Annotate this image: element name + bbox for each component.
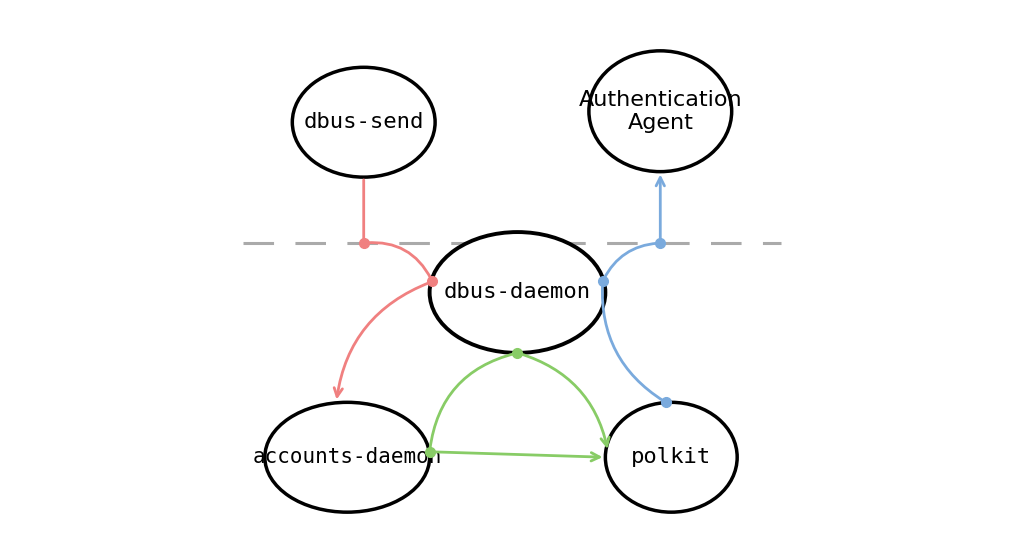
- FancyArrowPatch shape: [432, 452, 599, 461]
- FancyArrowPatch shape: [656, 178, 665, 240]
- Ellipse shape: [292, 67, 435, 177]
- FancyArrowPatch shape: [367, 242, 431, 279]
- Ellipse shape: [430, 232, 605, 353]
- FancyArrowPatch shape: [430, 353, 515, 449]
- FancyArrowPatch shape: [604, 243, 657, 279]
- Ellipse shape: [605, 402, 737, 512]
- Ellipse shape: [589, 51, 732, 172]
- Text: Authentication
Agent: Authentication Agent: [579, 89, 742, 133]
- Text: accounts-daemon: accounts-daemon: [253, 447, 442, 467]
- FancyArrowPatch shape: [602, 284, 664, 401]
- FancyArrowPatch shape: [520, 354, 609, 446]
- FancyArrowPatch shape: [334, 283, 430, 396]
- Text: dbus-send: dbus-send: [303, 112, 424, 132]
- Text: polkit: polkit: [631, 447, 712, 467]
- Ellipse shape: [265, 402, 430, 512]
- Text: dbus-daemon: dbus-daemon: [444, 283, 591, 302]
